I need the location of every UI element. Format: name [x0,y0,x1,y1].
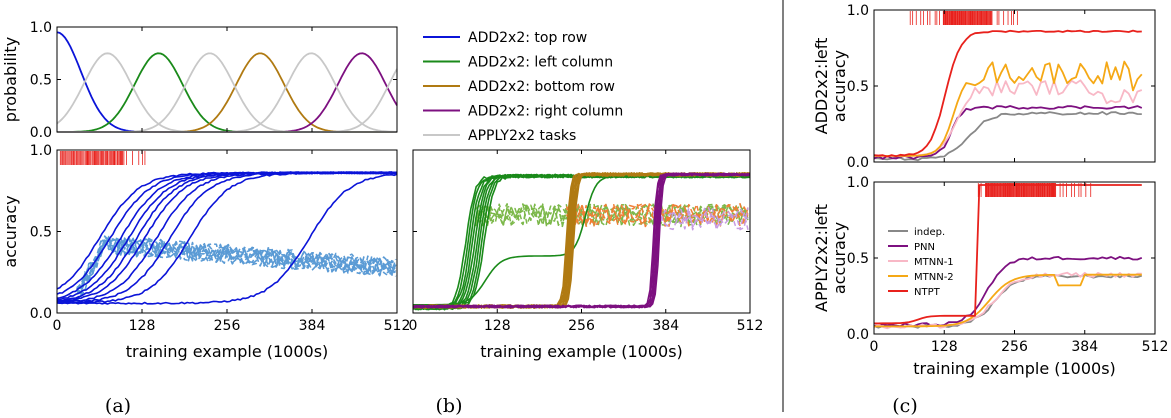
legend-label: NTPT [914,287,941,298]
x-tick-label: 256 [214,318,241,334]
y-axis-label: APPLY2x2:leftaccuracy [812,204,849,312]
x-tick-label: 128 [484,318,511,334]
method-curve-indep. [873,273,1143,329]
legend-label: ADD2x2: top row [468,30,587,46]
legend-label: MTNN-2 [914,272,954,283]
legend-label: ADD2x2: left column [468,55,613,71]
x-tick-label: 0 [870,339,879,355]
add-top-row-run [56,173,398,305]
probability-curve [56,52,397,133]
x-tick-label: 128 [129,318,156,334]
add-bottom-row-run [412,172,751,309]
add-bottom-row-run [413,172,751,309]
apply-task-run [76,237,397,290]
caption-c: (c) [892,395,917,417]
y-tick-label: 0.5 [847,79,869,95]
apply-task-run [76,238,396,297]
add-bottom-row-run [412,172,751,309]
top-probability-plot: 0.0 0.5 1.0 probability [1,20,398,141]
apply-task-run [76,235,397,305]
add-bottom-row-run [412,172,751,309]
x-axis-label: training example (1000s) [913,359,1116,378]
y-tick-label: 1.0 [847,175,869,191]
x-tick-label: 384 [299,318,326,334]
y-tick-label: 0.0 [847,155,869,171]
method-curve-PNN [873,255,1143,328]
axes-frame [56,26,398,133]
method-curve-MTNN-1 [874,79,1143,157]
method-curve-PNN [873,105,1143,160]
panel-c-bottom-plot: indep. PNN MTNN-1 MTNN-2 NTPT 0.0 0.5 1.0 0 128 25… [812,175,1168,378]
y-tick-label: 0.0 [30,306,52,322]
y-tick-label: 1.0 [30,143,52,159]
legend-label: MTNN-1 [914,257,954,268]
y-tick-label: 1.0 [847,3,869,19]
apply-task-run [652,207,749,231]
y-tick-label: 0.5 [847,251,869,267]
apply-task-run [76,236,397,289]
apply-task-run [653,207,749,231]
add-bottom-row-run [412,172,751,309]
y-tick-label: 0.5 [30,73,52,89]
y-axis-label: probability [1,37,20,122]
legend-label: APPLY2x2 tasks [468,128,576,144]
caption-b: (b) [436,395,463,417]
panel-b-plot: 0 128 256 384 512 training example (1000s) [409,149,764,361]
add-bottom-row-run [412,172,751,309]
x-tick-label: 0 [53,318,62,334]
probability-curve [56,31,397,133]
y-tick-label: 0.0 [30,125,52,141]
method-curve-MTNN-2 [874,273,1142,328]
x-tick-label: 128 [931,339,958,355]
add-right-column-run [412,172,751,309]
panel-c-top-plot: 0.0 0.5 1.0 ADD2x2:leftaccuracy [812,3,1156,171]
add-bottom-row-run [412,172,751,309]
panel-a-plot: 0.0 0.5 1.0 0 128 256 384 512 accuracy training e… [1,143,410,361]
y-tick-label: 0.5 [30,225,52,241]
apply-task-run [565,203,749,227]
apply-task-run [652,206,749,230]
x-tick-label: 0 [409,318,418,334]
probability-curve [57,52,398,133]
add-left-column-run [412,173,750,311]
x-tick-label: 512 [384,318,411,334]
probability-curve [57,52,398,133]
probability-curve [57,52,397,133]
x-axis-label: training example (1000s) [126,342,329,361]
x-tick-label: 512 [737,318,764,334]
x-axis-label: training example (1000s) [480,342,683,361]
method-curve-indep. [873,111,1142,162]
x-tick-label: 384 [1071,339,1098,355]
method-curve-NTPT [873,29,1142,158]
probability-curve [57,52,397,133]
legend-label: ADD2x2: right column [468,104,623,120]
add-top-row-run [56,171,398,305]
x-tick-label: 512 [1142,339,1169,355]
y-axis-label: ADD2x2:leftaccuracy [812,38,849,135]
axes-frame [873,9,1156,163]
x-tick-label: 256 [1001,339,1028,355]
legend-label: ADD2x2: bottom row [468,79,615,95]
method-curve-NTPT [874,184,1142,325]
x-tick-label: 384 [652,318,679,334]
legend-label: indep. [914,227,945,238]
y-axis-label: accuracy [1,195,20,267]
method-curve-MTNN-2 [874,60,1143,157]
legend-label: PNN [914,242,935,253]
top-legend: ADD2x2: top row ADD2x2: left column ADD2x2… [423,30,623,144]
x-tick-label: 256 [568,318,595,334]
y-tick-label: 1.0 [30,20,52,36]
probability-curve [57,52,397,133]
y-tick-label: 0.0 [847,327,869,343]
caption-a: (a) [105,395,131,417]
